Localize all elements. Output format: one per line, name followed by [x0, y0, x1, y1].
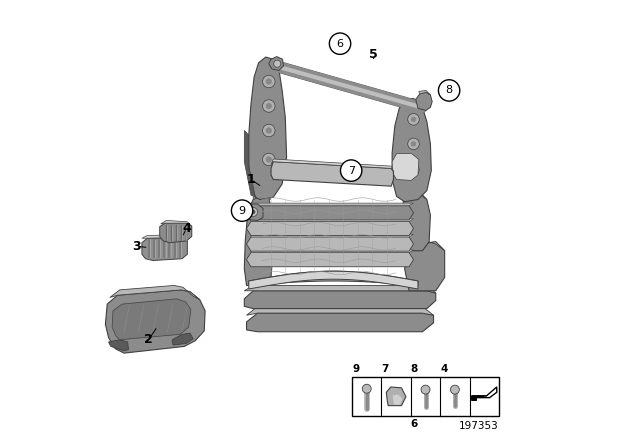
Text: 7: 7	[348, 166, 355, 176]
Polygon shape	[172, 333, 193, 345]
Polygon shape	[251, 234, 413, 237]
Circle shape	[411, 141, 416, 146]
Polygon shape	[142, 235, 188, 241]
Polygon shape	[251, 250, 413, 253]
Polygon shape	[249, 271, 418, 285]
Polygon shape	[412, 190, 427, 199]
Polygon shape	[244, 291, 436, 309]
Text: 197353: 197353	[460, 421, 499, 431]
Circle shape	[330, 33, 351, 54]
Polygon shape	[246, 237, 413, 251]
Circle shape	[408, 164, 419, 176]
Text: 4: 4	[182, 222, 191, 235]
Polygon shape	[160, 223, 192, 243]
Text: 8: 8	[411, 364, 418, 374]
Circle shape	[362, 384, 371, 393]
Polygon shape	[419, 90, 431, 95]
Polygon shape	[246, 206, 413, 220]
Polygon shape	[251, 203, 413, 206]
Polygon shape	[249, 57, 287, 199]
Polygon shape	[253, 193, 271, 199]
Circle shape	[274, 60, 281, 67]
Text: 9: 9	[352, 364, 359, 374]
Circle shape	[262, 124, 275, 137]
Polygon shape	[404, 242, 445, 291]
Polygon shape	[109, 340, 129, 351]
Circle shape	[408, 114, 419, 125]
Circle shape	[249, 207, 258, 216]
Circle shape	[262, 75, 275, 88]
Polygon shape	[392, 154, 419, 181]
Polygon shape	[244, 130, 255, 197]
Polygon shape	[246, 221, 413, 236]
Polygon shape	[110, 285, 200, 300]
Circle shape	[340, 160, 362, 181]
Polygon shape	[246, 313, 433, 332]
Text: 1: 1	[246, 173, 255, 186]
Circle shape	[232, 200, 253, 221]
Polygon shape	[249, 271, 418, 289]
Polygon shape	[242, 204, 263, 220]
Circle shape	[438, 80, 460, 101]
Polygon shape	[142, 237, 188, 260]
Polygon shape	[112, 299, 191, 340]
Circle shape	[266, 78, 272, 85]
Text: 4: 4	[440, 364, 447, 374]
Text: 8: 8	[445, 86, 452, 95]
Text: 5: 5	[369, 48, 378, 61]
Text: 9: 9	[239, 206, 246, 215]
Circle shape	[411, 167, 416, 172]
Circle shape	[262, 153, 275, 166]
Polygon shape	[106, 290, 205, 353]
Circle shape	[421, 385, 430, 394]
Polygon shape	[401, 193, 431, 251]
Circle shape	[266, 103, 272, 109]
Circle shape	[251, 210, 255, 214]
Polygon shape	[244, 285, 436, 293]
Polygon shape	[271, 159, 394, 172]
Polygon shape	[244, 195, 273, 285]
Polygon shape	[472, 387, 497, 401]
Text: 7: 7	[381, 364, 388, 374]
Circle shape	[262, 100, 275, 112]
Polygon shape	[387, 387, 406, 405]
Polygon shape	[271, 162, 394, 186]
Circle shape	[408, 138, 419, 150]
Text: 6: 6	[411, 418, 418, 429]
Text: 6: 6	[337, 39, 344, 49]
Polygon shape	[472, 396, 486, 401]
Circle shape	[266, 156, 272, 163]
Circle shape	[411, 116, 416, 122]
Circle shape	[451, 385, 460, 394]
Polygon shape	[246, 306, 433, 315]
Polygon shape	[269, 56, 284, 70]
Polygon shape	[161, 220, 192, 226]
Polygon shape	[418, 238, 445, 251]
Polygon shape	[246, 253, 413, 267]
Polygon shape	[392, 395, 403, 405]
Circle shape	[266, 127, 272, 134]
Polygon shape	[392, 99, 431, 202]
Text: 2: 2	[144, 333, 153, 346]
FancyBboxPatch shape	[352, 377, 499, 416]
Text: 3: 3	[132, 240, 141, 253]
Polygon shape	[251, 219, 413, 221]
Polygon shape	[416, 92, 432, 111]
